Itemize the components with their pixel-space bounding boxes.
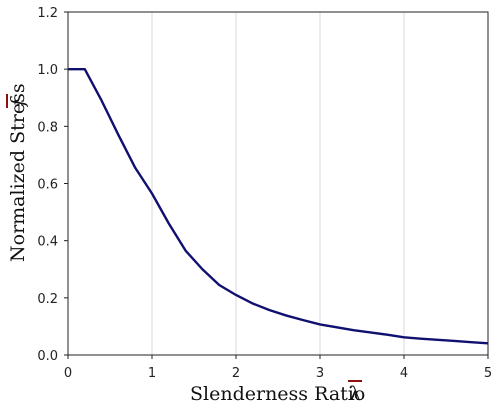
y-axis-symbol: f: [7, 96, 29, 108]
y-tick-label: 1.2: [37, 6, 58, 21]
x-axis-symbol: λ: [348, 380, 362, 405]
x-tick-label: 0: [64, 366, 72, 381]
y-tick-label: 0.6: [37, 178, 58, 193]
x-axis-symbol-glyph: λ: [349, 383, 361, 405]
y-axis-title: Normalized Stress: [7, 83, 29, 262]
plot-frame: [67, 11, 489, 356]
x-tick-label: 5: [484, 366, 492, 381]
x-axis-title: Slenderness Ratio: [190, 383, 365, 405]
x-tick-label: 1: [148, 366, 156, 381]
y-tick-label: 0.4: [37, 235, 58, 250]
y-tick-label: 1.0: [37, 63, 58, 78]
y-tick-label: 0.8: [37, 120, 58, 135]
x-tick-label: 4: [400, 366, 408, 381]
grid-layer: [151, 12, 405, 355]
series-line-0: [68, 67, 489, 345]
y-axis-title-group: Normalized Stress f: [6, 83, 29, 262]
y-tick-label: 0.0: [37, 349, 58, 364]
curve-layer: [68, 67, 489, 345]
tick-layer: 0 1 2 3 4 5 0.0 0.2 0.4 0.6 0.8 1.0 1.2: [37, 6, 492, 381]
y-tick-label: 0.2: [37, 292, 58, 307]
x-tick-label: 3: [316, 366, 324, 381]
x-tick-label: 2: [232, 366, 240, 381]
